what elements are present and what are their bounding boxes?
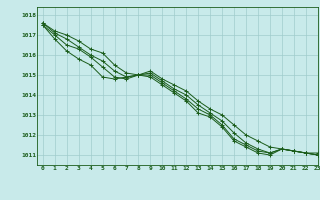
Text: Graphe pression niveau de la mer (hPa): Graphe pression niveau de la mer (hPa) [65, 186, 255, 195]
